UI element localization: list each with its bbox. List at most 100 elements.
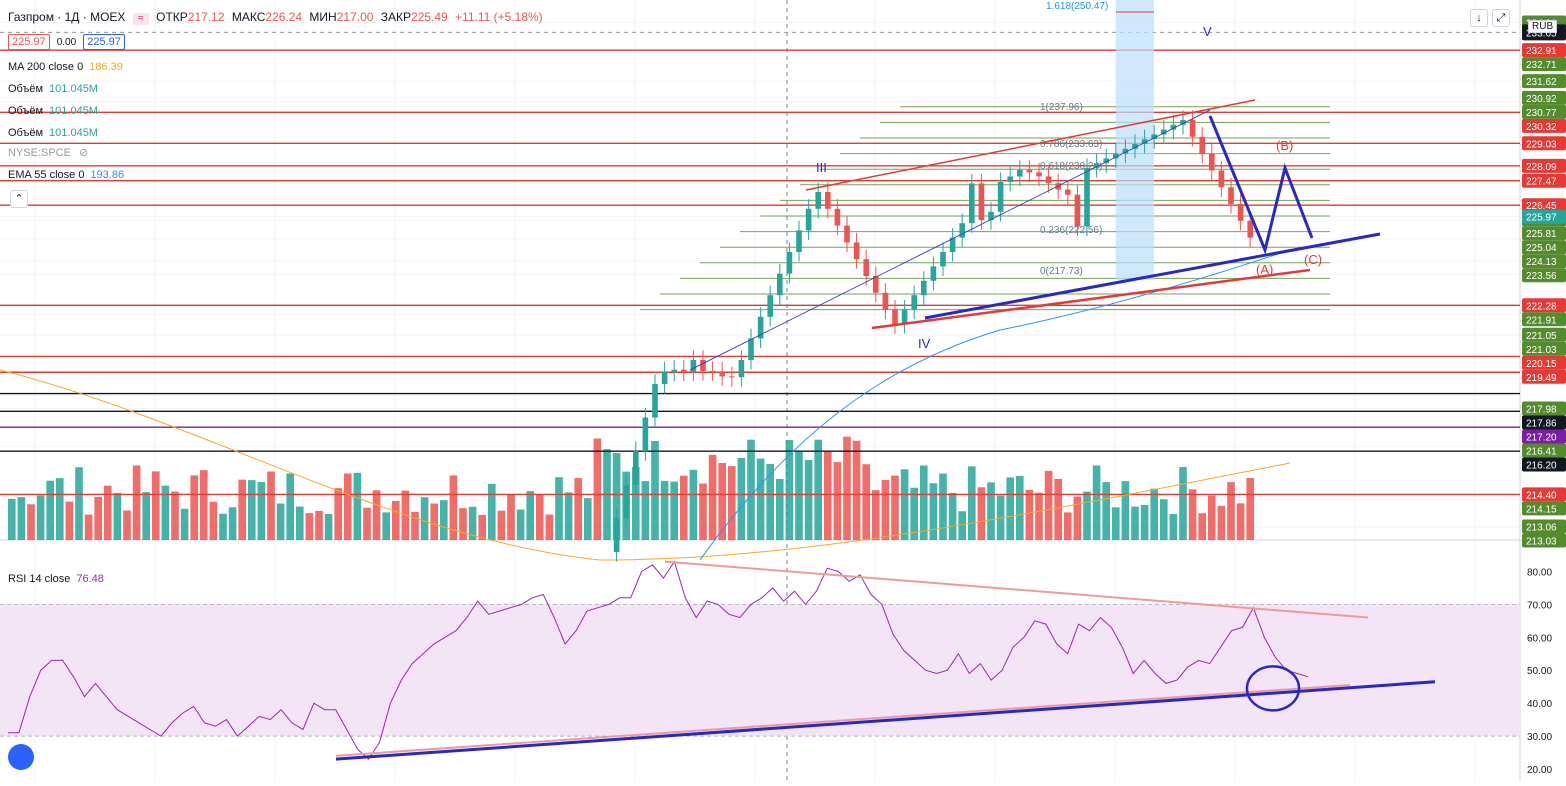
volume-bar: [564, 492, 573, 540]
price-label: 232.91: [1526, 46, 1557, 57]
legend-volume-2-name: Объём: [8, 105, 44, 117]
candle-body: [1218, 170, 1225, 188]
volume-bar: [852, 440, 861, 540]
candle-body: [930, 266, 937, 281]
volume-bar: [161, 485, 170, 540]
price-label-bg: [1522, 429, 1566, 444]
candle-body: [997, 182, 1004, 212]
legend-volume-3[interactable]: Объём 101.045M: [8, 126, 98, 140]
volume-bar: [660, 480, 669, 540]
fib-label: 0.786(233.63): [1040, 139, 1102, 150]
volume-bar: [1016, 475, 1024, 540]
rsi-tick-label: 60.00: [1527, 633, 1552, 644]
volume-bar: [219, 513, 227, 540]
close-value: 225.49: [411, 10, 448, 24]
rsi-tick-label: 50.00: [1527, 666, 1552, 677]
tradingview-logo-icon[interactable]: [8, 744, 34, 770]
wave-label: III: [816, 160, 827, 175]
price-label-bg: [1522, 369, 1566, 384]
candle-body: [719, 371, 725, 377]
candle-body: [969, 183, 975, 224]
arrow-down-icon[interactable]: ↓: [1470, 9, 1488, 27]
legend-spce[interactable]: NYSE:SPCE ⊘: [8, 146, 88, 160]
candle-body: [1151, 134, 1157, 140]
ask-badge[interactable]: 225.97: [83, 34, 125, 50]
candle-body: [1093, 163, 1100, 168]
volume-bar: [27, 504, 35, 540]
price-label: 225.81: [1526, 229, 1557, 240]
bid-badge[interactable]: 225.97: [8, 34, 50, 50]
legend-volume-3-value: 101.045M: [49, 127, 98, 139]
volume-bar: [900, 469, 909, 540]
currency-label[interactable]: RUB: [1528, 20, 1558, 33]
legend-ma200[interactable]: MA 200 close 0 186.39: [8, 60, 123, 74]
candle-body: [815, 192, 821, 209]
volume-bar: [910, 487, 918, 540]
price-label: 221.91: [1526, 315, 1557, 326]
price-label: 225.04: [1526, 243, 1557, 254]
legend-volume-1-value: 101.045M: [49, 83, 98, 95]
price-label: 222.28: [1526, 301, 1557, 312]
open-label: ОТКР: [156, 10, 188, 24]
volume-bar: [353, 472, 362, 540]
candle-body: [738, 360, 745, 378]
volume-bar: [1198, 513, 1206, 540]
volume-bar: [315, 510, 323, 540]
candle-body: [748, 338, 754, 360]
volume-bar: [132, 465, 141, 540]
candle-body: [1132, 144, 1138, 149]
volume-bar: [497, 510, 506, 540]
volume-bar: [180, 508, 189, 540]
legend-volume-1[interactable]: Объём 101.045M: [8, 82, 98, 96]
price-label: 230.92: [1526, 94, 1557, 105]
price-label-bg: [1522, 136, 1566, 151]
price-label-bg: [1522, 254, 1566, 269]
volume-bar: [1236, 503, 1245, 540]
collapse-legend-button[interactable]: ⌃: [10, 190, 28, 208]
candle-body: [1045, 176, 1052, 184]
symbol-title[interactable]: Газпром · 1Д · MOEX: [8, 10, 126, 24]
candle-body: [681, 369, 687, 372]
volume-bar: [670, 481, 678, 540]
legend-ma200-value: 186.39: [89, 61, 123, 73]
eye-off-icon[interactable]: ⊘: [78, 147, 89, 159]
volume-bar: [1035, 492, 1043, 540]
candle-body: [825, 192, 831, 209]
volume-bar: [305, 513, 314, 540]
candle-body: [863, 259, 869, 276]
legend-volume-2[interactable]: Объём 101.045M: [8, 104, 98, 118]
candle-body: [623, 484, 629, 519]
price-label-bg: [1522, 487, 1566, 502]
candle-body: [796, 230, 802, 252]
rsi-pane: [8, 560, 1436, 761]
volume-bar: [200, 470, 208, 540]
fullscreen-icon[interactable]: ⤢: [1492, 9, 1510, 27]
spread-value: 0.00: [56, 37, 77, 48]
candle-body: [1199, 136, 1205, 154]
indicator-icon[interactable]: ≈: [132, 13, 149, 25]
legend-ema55[interactable]: EMA 55 close 0 193.86: [8, 168, 124, 182]
volume-bar: [824, 451, 832, 540]
volume-bar: [728, 466, 736, 540]
rsi-support-line-2: [335, 684, 1351, 757]
volume-bar: [209, 501, 218, 540]
price-label-bg: [1522, 240, 1566, 255]
rsi-legend[interactable]: RSI 14 close 76.48: [8, 572, 104, 586]
volume-bar: [699, 483, 707, 540]
price-label: 226.45: [1526, 201, 1557, 212]
last-price-bg: [1522, 209, 1566, 224]
volume-bar: [785, 440, 794, 540]
upper-channel-line: [805, 99, 1256, 191]
volume-bar: [459, 508, 467, 540]
volume-bar: [747, 439, 755, 540]
volume-bar: [65, 501, 74, 540]
volume-bar: [94, 497, 102, 540]
volume-bar: [1160, 499, 1168, 540]
ma200-line: [0, 369, 1291, 561]
price-label: 224.13: [1526, 257, 1557, 268]
volume-bar: [228, 507, 237, 540]
volume-bar: [872, 490, 880, 540]
candle-body: [786, 252, 793, 274]
